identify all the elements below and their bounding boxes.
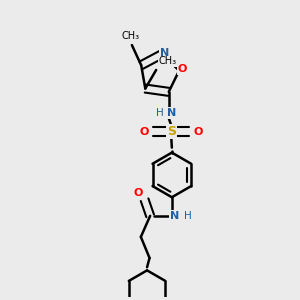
Text: H: H <box>156 108 164 118</box>
Text: CH₃: CH₃ <box>159 56 177 66</box>
Text: O: O <box>178 64 187 74</box>
Text: S: S <box>167 125 176 138</box>
Text: O: O <box>133 188 142 198</box>
Text: N: N <box>170 211 180 221</box>
Text: N: N <box>167 108 176 118</box>
Text: H: H <box>184 211 192 221</box>
Text: CH₃: CH₃ <box>121 31 140 41</box>
Text: O: O <box>193 127 203 136</box>
Text: N: N <box>160 48 169 58</box>
Text: O: O <box>140 127 149 136</box>
